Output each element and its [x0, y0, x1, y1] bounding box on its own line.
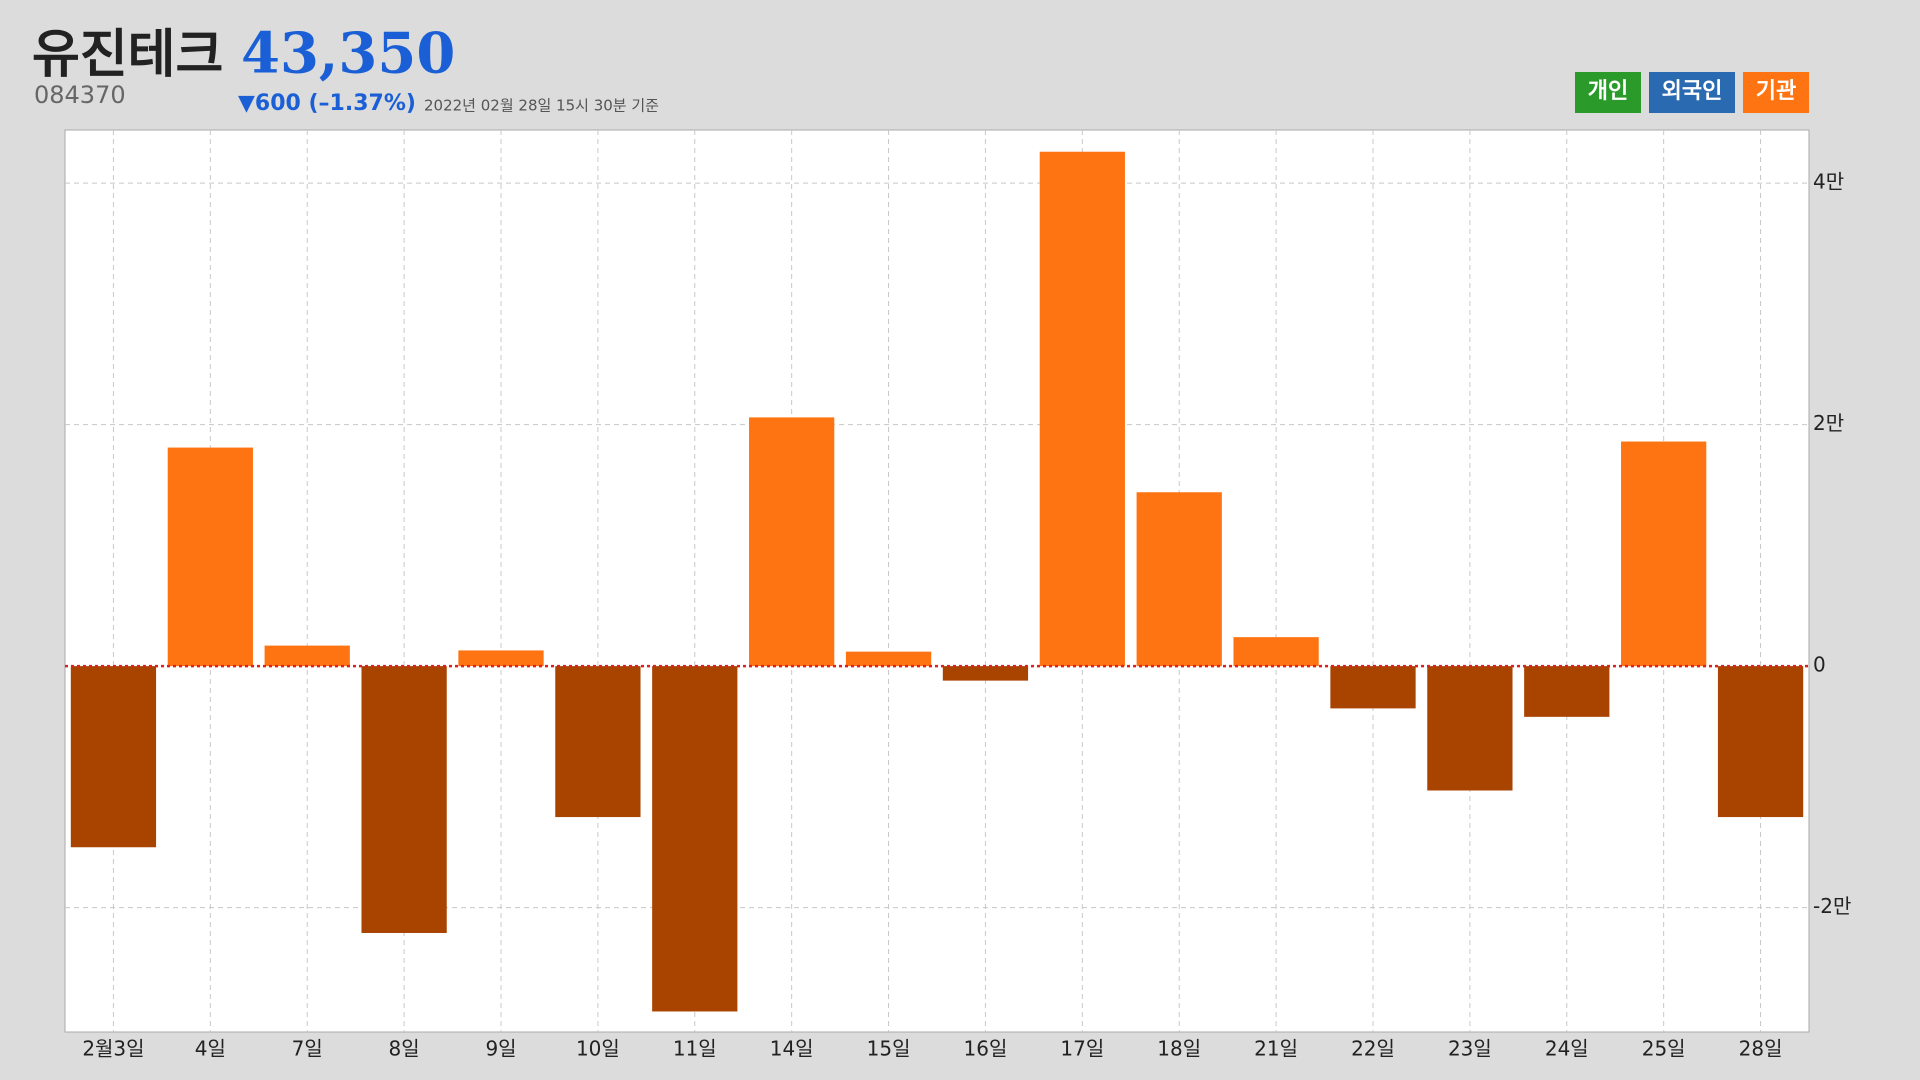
legend-button[interactable]	[1649, 72, 1735, 113]
x-tick-label: 15일	[867, 1037, 911, 1061]
price-change: ▼600 (–1.37%)	[238, 91, 416, 116]
bar	[1524, 666, 1610, 717]
x-tick-label: 16일	[964, 1037, 1008, 1061]
bar	[1330, 666, 1416, 709]
x-tick-label: 9일	[485, 1037, 516, 1061]
bar	[942, 666, 1029, 681]
stock-name: 유진테크	[32, 25, 223, 85]
bar	[555, 666, 641, 818]
x-tick-label: 8일	[389, 1037, 420, 1061]
price: 43,350	[241, 21, 455, 87]
y-tick-label: 4만	[1813, 170, 1844, 194]
bar	[1427, 666, 1513, 791]
bar	[1717, 666, 1804, 818]
x-tick-label: 25일	[1642, 1037, 1686, 1061]
y-tick-label: 2만	[1813, 411, 1844, 435]
bar	[458, 650, 544, 667]
x-tick-label: 28일	[1739, 1037, 1783, 1061]
x-tick-label: 21일	[1254, 1037, 1298, 1061]
x-tick-label: 24일	[1545, 1037, 1589, 1061]
bar	[845, 651, 932, 667]
bar	[1621, 441, 1707, 667]
x-tick-label: 22일	[1351, 1037, 1395, 1061]
x-tick-label: 17일	[1060, 1037, 1104, 1061]
bar	[70, 666, 157, 848]
bar	[652, 666, 738, 1012]
x-tick-label: 10일	[576, 1037, 620, 1061]
stock-code: 084370	[34, 81, 126, 109]
bar	[1233, 637, 1319, 667]
x-tick-label: 4일	[195, 1037, 226, 1061]
bar	[264, 645, 350, 667]
x-tick-label: 2월3일	[82, 1037, 144, 1061]
x-tick-label: 11일	[673, 1037, 717, 1061]
x-tick-label: 14일	[770, 1037, 814, 1061]
legend-label[interactable]: 개인	[1588, 79, 1628, 104]
bar	[1039, 151, 1125, 667]
bar	[1136, 492, 1222, 667]
legend-button[interactable]	[1743, 72, 1809, 113]
legend-button[interactable]	[1575, 72, 1641, 113]
y-tick-label: -2만	[1813, 894, 1851, 918]
x-tick-label: 23일	[1448, 1037, 1492, 1061]
legend-label[interactable]: 기관	[1756, 79, 1796, 104]
bar	[167, 447, 253, 667]
x-tick-label: 18일	[1157, 1037, 1201, 1061]
bar	[361, 666, 447, 933]
x-tick-label: 7일	[292, 1037, 323, 1061]
y-tick-label: 0	[1813, 653, 1826, 677]
timestamp: 2022년 02월 28일 15시 30분 기준	[424, 97, 659, 115]
legend-label[interactable]: 외국인	[1662, 79, 1723, 104]
plot-area	[64, 129, 1810, 1033]
bar	[749, 417, 835, 667]
